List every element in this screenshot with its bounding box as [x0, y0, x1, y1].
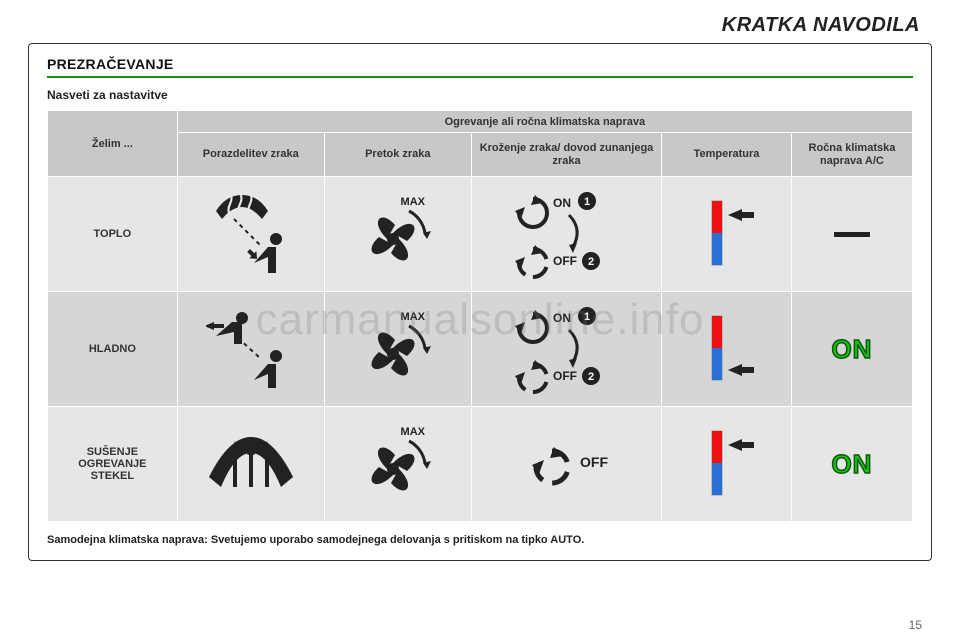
row-hladno-label: HLADNO [48, 292, 178, 407]
temperature-cold-icon [692, 308, 762, 388]
distribution-defrost-feet-icon [206, 189, 296, 277]
row-toplo-airflow: MAX [324, 177, 471, 292]
svg-text:MAX: MAX [400, 426, 425, 438]
row-susenje-airflow: MAX [324, 407, 471, 522]
row-susenje-ac: ON [791, 407, 912, 522]
header-title: KRATKA NAVODILA [722, 14, 920, 36]
row-hladno-distribution [177, 292, 324, 407]
header-recirc: Kroženje zraka/ dovod zunanjega zraka [471, 133, 661, 177]
svg-text:2: 2 [588, 256, 594, 268]
header-ac: Ročna klimatska naprava A/C [791, 133, 912, 177]
distribution-defrost-icon [201, 423, 301, 503]
ac-on-label: ON [831, 334, 872, 364]
row-susenje-distribution [177, 407, 324, 522]
row-susenje-label-1: SUŠENJE [54, 446, 171, 458]
row-susenje-temperature [662, 407, 792, 522]
ac-dash-icon [834, 232, 870, 237]
row-toplo-ac [791, 177, 912, 292]
content-frame: PREZRAČEVANJE Nasveti za nastavitve Želi… [28, 43, 932, 561]
row-susenje-label-3: STEKEL [54, 470, 171, 482]
section-subtitle: Nasveti za nastavitve [47, 88, 913, 102]
row-susenje: SUŠENJE OGREVANJE STEKEL [48, 407, 913, 522]
svg-text:1: 1 [584, 196, 590, 208]
table-header-row-1: Želim ... Ogrevanje ali ročna klimatska … [48, 111, 913, 133]
svg-text:1: 1 [584, 311, 590, 323]
section-title: PREZRAČEVANJE [47, 56, 913, 72]
page-number: 15 [909, 618, 922, 632]
page: KRATKA NAVODILA PREZRAČEVANJE Nasveti za… [0, 0, 960, 640]
recirc-off-label: OFF [553, 254, 577, 268]
recirc-on-off-icon: ON 1 OFF [491, 185, 641, 280]
recirc-on-off-icon: ON 1 OFF 2 [491, 300, 641, 395]
climate-table: Želim ... Ogrevanje ali ročna klimatska … [47, 110, 913, 522]
row-toplo: TOPLO [48, 177, 913, 292]
distribution-face-feet-icon [206, 304, 296, 392]
header-temperature: Temperatura [662, 133, 792, 177]
table-header-row-2: Porazdelitev zraka Pretok zraka Kroženje… [48, 133, 913, 177]
recirc-off-only-label: OFF [580, 454, 608, 470]
svg-text:ON: ON [553, 311, 571, 325]
row-toplo-recirc: ON 1 OFF [471, 177, 661, 292]
green-rule [47, 76, 913, 78]
row-hladno-temperature [662, 292, 792, 407]
row-toplo-label: TOPLO [48, 177, 178, 292]
footer-note: Samodejna klimatska naprava: Svetujemo u… [47, 534, 913, 546]
row-toplo-temperature [662, 177, 792, 292]
header-group: Ogrevanje ali ročna klimatska naprava [177, 111, 912, 133]
fan-max-label: MAX [400, 196, 425, 208]
recirc-on-label: ON [553, 196, 571, 210]
temperature-hot-icon [692, 423, 762, 503]
fan-max-icon: MAX [353, 308, 443, 388]
row-susenje-label-2: OGREVANJE [54, 458, 171, 470]
row-susenje-recirc: OFF [471, 407, 661, 522]
row-toplo-distribution [177, 177, 324, 292]
row-hladno-airflow: MAX [324, 292, 471, 407]
fan-max-icon: MAX [353, 423, 443, 503]
svg-text:OFF: OFF [553, 369, 577, 383]
recirc-off-icon: OFF [506, 433, 626, 493]
row-hladno: HLADNO [48, 292, 913, 407]
temperature-hot-icon [692, 193, 762, 273]
header-want: Želim ... [48, 111, 178, 177]
header-airflow: Pretok zraka [324, 133, 471, 177]
header-distribution: Porazdelitev zraka [177, 133, 324, 177]
ac-on-label: ON [831, 449, 872, 479]
svg-text:2: 2 [588, 371, 594, 383]
fan-max-icon: MAX [353, 193, 443, 273]
row-susenje-label: SUŠENJE OGREVANJE STEKEL [48, 407, 178, 522]
header: KRATKA NAVODILA [0, 0, 960, 43]
row-hladno-ac: ON [791, 292, 912, 407]
row-hladno-recirc: ON 1 OFF 2 [471, 292, 661, 407]
svg-text:MAX: MAX [400, 311, 425, 323]
